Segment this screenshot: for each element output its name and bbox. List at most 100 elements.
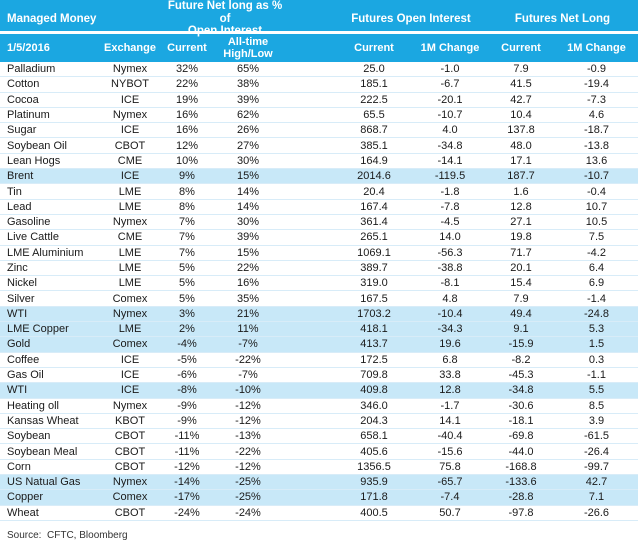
spacer-cell	[286, 169, 335, 183]
spacer-cell	[286, 506, 335, 520]
nl-current-cell: -168.8	[505, 460, 537, 473]
commodity-cell: Lead	[7, 200, 32, 213]
pct-current-cell: -8%	[177, 384, 197, 397]
table-row: WTI ICE -8% -10% 409.8 12.8 -34.8 5.5	[0, 383, 638, 399]
pct-current-cell: 8%	[179, 185, 195, 198]
oi-current-cell: 409.8	[360, 384, 388, 397]
pct-alltime-cell: 14%	[236, 185, 260, 198]
table-row: Tin LME 8% 14% 20.4 -1.8 1.6 -0.4	[0, 184, 638, 200]
pct-alltime-cell: 39%	[236, 231, 260, 244]
pct-current-cell: 22%	[175, 78, 199, 91]
oi-current-cell: 172.5	[360, 353, 388, 366]
exchange-cell: Comex	[112, 292, 148, 305]
commodity-cell: Kansas Wheat	[7, 414, 79, 427]
table-row: Cotton NYBOT 22% 38% 185.1 -6.7 41.5 -19…	[0, 77, 638, 93]
nl-current-cell: 42.7	[510, 93, 532, 106]
oi-current-cell: 167.5	[360, 292, 388, 305]
pct-current-cell: 7%	[179, 231, 195, 244]
spacer-cell	[286, 215, 335, 229]
nl-change-cell: 7.1	[588, 491, 605, 504]
nl-change-cell: 5.3	[588, 323, 605, 336]
oi-change-cell: 6.8	[442, 353, 458, 366]
date-label: 1/5/2016	[7, 41, 50, 54]
oi-change-cell: 4.0	[442, 124, 458, 137]
table-row: Soybean CBOT -11% -13% 658.1 -40.4 -69.8…	[0, 429, 638, 445]
table-row: WTI Nymex 3% 21% 1703.2 -10.4 49.4 -24.8	[0, 306, 638, 323]
commodity-cell: Coffee	[7, 353, 40, 366]
pct-alltime-cell: 27%	[236, 139, 260, 152]
commodity-cell: Live Cattle	[7, 231, 59, 244]
pct-current-cell: -12%	[174, 460, 200, 473]
oi-current-cell: 868.7	[360, 124, 388, 137]
spacer-cell	[286, 414, 335, 428]
oi-current-cell: 185.1	[360, 78, 388, 91]
nl-change-cell: 1.5	[588, 338, 605, 351]
nl-change-cell: -26.4	[583, 445, 610, 458]
pct-alltime-cell: 62%	[236, 109, 260, 122]
table-row: Platinum Nymex 16% 62% 65.5 -10.7 10.4 4…	[0, 108, 638, 124]
nl-current-cell: -44.0	[508, 445, 534, 458]
commodity-cell: Soybean Meal	[7, 445, 78, 458]
pct-current-cell: 16%	[175, 124, 199, 137]
spacer-cell	[286, 108, 335, 122]
nl-current-cell: -97.8	[508, 506, 534, 519]
spacer-cell	[286, 307, 335, 321]
pct-alltime-cell: 21%	[236, 307, 260, 320]
nl-change-cell: -18.7	[583, 124, 610, 137]
commodity-cell: Gasoline	[7, 216, 51, 229]
table-column-headers: 1/5/2016 Exchange Current All-time High/…	[0, 34, 638, 62]
pct-alltime-cell: -12%	[235, 414, 261, 427]
spacer-cell	[286, 337, 335, 351]
pct-alltime-cell: 14%	[236, 200, 260, 213]
nl-current-cell: -18.1	[508, 414, 534, 427]
pct-alltime-cell: 22%	[236, 262, 260, 274]
table-row: Wheat CBOT -24% -24% 400.5 50.7 -97.8 -2…	[0, 506, 638, 521]
nl-current-cell: -8.2	[511, 353, 531, 366]
table-row: Sugar ICE 16% 26% 868.7 4.0 137.8 -18.7	[0, 123, 638, 139]
nl-current-cell: -28.8	[508, 491, 534, 504]
pct-current-cell: 2%	[179, 323, 195, 336]
oi-change-cell: 14.1	[439, 414, 461, 427]
commodity-cell: WTI	[7, 307, 28, 320]
col-header-exchange: Exchange	[104, 41, 156, 54]
nl-current-cell: 10.4	[510, 109, 532, 122]
oi-current-cell: 319.0	[360, 277, 388, 290]
exchange-cell: ICE	[120, 170, 140, 183]
oi-current-cell: 222.5	[360, 93, 388, 106]
oi-current-cell: 2014.6	[357, 170, 391, 183]
commodity-cell: Silver	[7, 292, 35, 305]
exchange-cell: Nymex	[112, 307, 148, 320]
oi-change-cell: 75.8	[439, 460, 461, 473]
commodity-cell: Copper	[7, 491, 44, 504]
exchange-cell: Nymex	[112, 216, 148, 229]
commodity-cell: Cocoa	[7, 93, 39, 106]
exchange-cell: Nymex	[112, 109, 148, 122]
table-row: Gasoline Nymex 7% 30% 361.4 -4.5 27.1 10…	[0, 215, 638, 231]
nl-change-cell: -19.4	[583, 78, 610, 91]
oi-change-cell: -119.5	[434, 170, 466, 183]
table-row: Gold Comex -4% -7% 413.7 19.6 -15.9 1.5	[0, 337, 638, 353]
exchange-cell: LME	[118, 200, 142, 213]
exchange-cell: LME	[118, 277, 142, 290]
nl-change-cell: 6.9	[588, 277, 605, 290]
commodity-cell: Soybean	[7, 430, 51, 443]
nl-current-cell: 137.8	[507, 124, 535, 137]
nl-current-cell: 71.7	[510, 246, 532, 259]
nl-change-cell: -26.6	[583, 506, 610, 519]
pct-current-cell: -4%	[177, 338, 197, 351]
spacer-cell	[286, 353, 335, 367]
pct-current-cell: 9%	[179, 170, 195, 183]
table-row: Heating oll Nymex -9% -12% 346.0 -1.7 -3…	[0, 399, 638, 414]
exchange-cell: LME	[118, 185, 142, 198]
table-row: Palladium Nymex 32% 65% 25.0 -1.0 7.9 -0…	[0, 62, 638, 78]
oi-change-cell: 19.6	[439, 338, 461, 351]
spacer-cell	[286, 429, 335, 443]
commodity-cell: Lean Hogs	[7, 154, 61, 167]
pct-current-cell: 3%	[179, 307, 195, 320]
commodity-cell: Corn	[7, 460, 31, 473]
oi-change-cell: -14.1	[437, 154, 463, 167]
nl-current-cell: 7.9	[513, 292, 529, 305]
exchange-cell: Comex	[112, 491, 148, 504]
nl-change-cell: -1.1	[587, 369, 606, 382]
pct-current-cell: 7%	[179, 246, 195, 259]
